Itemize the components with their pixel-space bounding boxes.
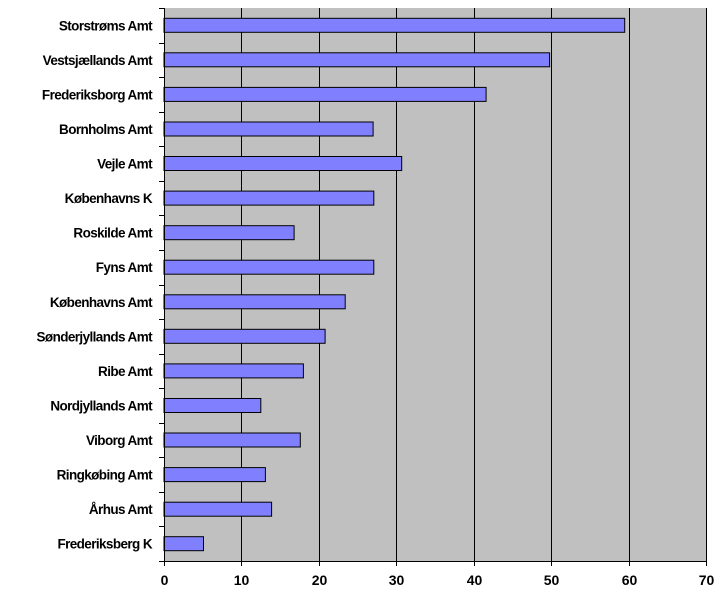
bar-9 <box>163 328 326 344</box>
category-label-8: Københavns Amt <box>50 295 153 310</box>
bar-6 <box>163 225 295 241</box>
category-labels: Storstrøms Amt Vestsjællands Amt Frederiks… <box>37 18 154 551</box>
category-label-2: Frederiksborg Amt <box>42 87 153 102</box>
bar-3 <box>163 121 374 137</box>
bar-14 <box>163 501 273 517</box>
category-label-14: Århus Amt <box>89 502 153 517</box>
category-label-11: Nordjyllands Amt <box>50 399 153 414</box>
bar-2 <box>163 86 487 102</box>
category-label-4: Vejle Amt <box>97 157 153 172</box>
category-label-13: Ringkøbing Amt <box>57 468 153 483</box>
bar-10 <box>163 363 304 379</box>
x-tick-label-10: 10 <box>234 572 250 588</box>
bar-1 <box>163 52 551 68</box>
x-tick-label-30: 30 <box>389 572 405 588</box>
bar-12 <box>163 432 301 448</box>
bar-7 <box>163 259 375 275</box>
category-label-0: Storstrøms Amt <box>59 18 153 33</box>
category-label-7: Fyns Amt <box>96 260 153 275</box>
category-label-9: Sønderjyllands Amt <box>37 329 154 344</box>
bar-0 <box>163 17 626 33</box>
x-tick-label-50: 50 <box>544 572 560 588</box>
bar-15 <box>163 536 204 552</box>
x-tick-label-70: 70 <box>699 572 715 588</box>
axes <box>159 8 707 566</box>
tick-labels: 0 10 20 30 40 50 60 70 <box>161 572 715 588</box>
x-tick-label-40: 40 <box>467 572 483 588</box>
category-label-5: Københavns K <box>65 191 153 206</box>
category-label-6: Roskilde Amt <box>73 226 153 241</box>
x-tick-label-0: 0 <box>161 572 169 588</box>
bar-8 <box>163 294 346 310</box>
category-label-15: Frederiksberg K <box>57 537 152 552</box>
bar-11 <box>163 398 262 413</box>
x-tick-label-20: 20 <box>312 572 328 588</box>
category-label-12: Viborg Amt <box>86 433 153 448</box>
bars <box>163 17 626 552</box>
category-label-3: Bornholms Amt <box>59 122 153 137</box>
bar-5 <box>163 190 375 206</box>
bar-13 <box>163 467 266 483</box>
category-label-1: Vestsjællands Amt <box>43 53 153 68</box>
x-tick-label-60: 60 <box>622 572 638 588</box>
bar-4 <box>163 156 403 171</box>
category-label-10: Ribe Amt <box>98 364 153 379</box>
